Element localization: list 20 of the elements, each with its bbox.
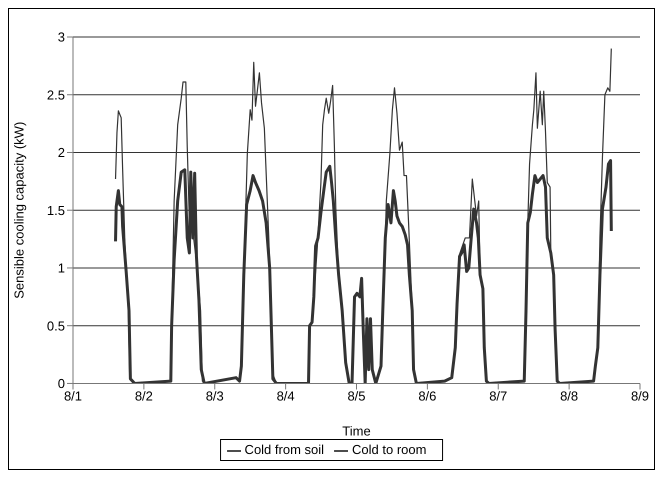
y-tick-label: 2 bbox=[58, 145, 65, 160]
legend-label: Cold from soil bbox=[244, 442, 324, 458]
x-tick-label: 8/4 bbox=[276, 388, 295, 404]
y-axis-title: Sensible cooling capacity (kW) bbox=[12, 122, 27, 299]
x-axis-title: Time bbox=[342, 423, 371, 438]
y-tick-label: 1.5 bbox=[46, 202, 65, 218]
x-tick-label: 8/9 bbox=[630, 388, 650, 404]
x-tick-label: 8/2 bbox=[134, 388, 153, 404]
y-tick-label: 0.5 bbox=[46, 318, 65, 334]
x-tick-label: 8/8 bbox=[560, 388, 578, 404]
x-tick-label: 8/6 bbox=[418, 388, 436, 404]
y-tick-label: 1 bbox=[58, 260, 65, 276]
x-tick-label: 8/7 bbox=[489, 388, 508, 404]
y-tick-label: 0 bbox=[58, 376, 65, 392]
y-tick-label: 2.5 bbox=[46, 87, 65, 102]
y-tick-label: 3 bbox=[58, 30, 65, 45]
x-tick-label: 8/1 bbox=[64, 388, 82, 404]
x-tick-label: 8/5 bbox=[347, 388, 366, 404]
x-tick-label: 8/3 bbox=[206, 388, 224, 404]
legend-label: Cold to room bbox=[352, 442, 426, 458]
